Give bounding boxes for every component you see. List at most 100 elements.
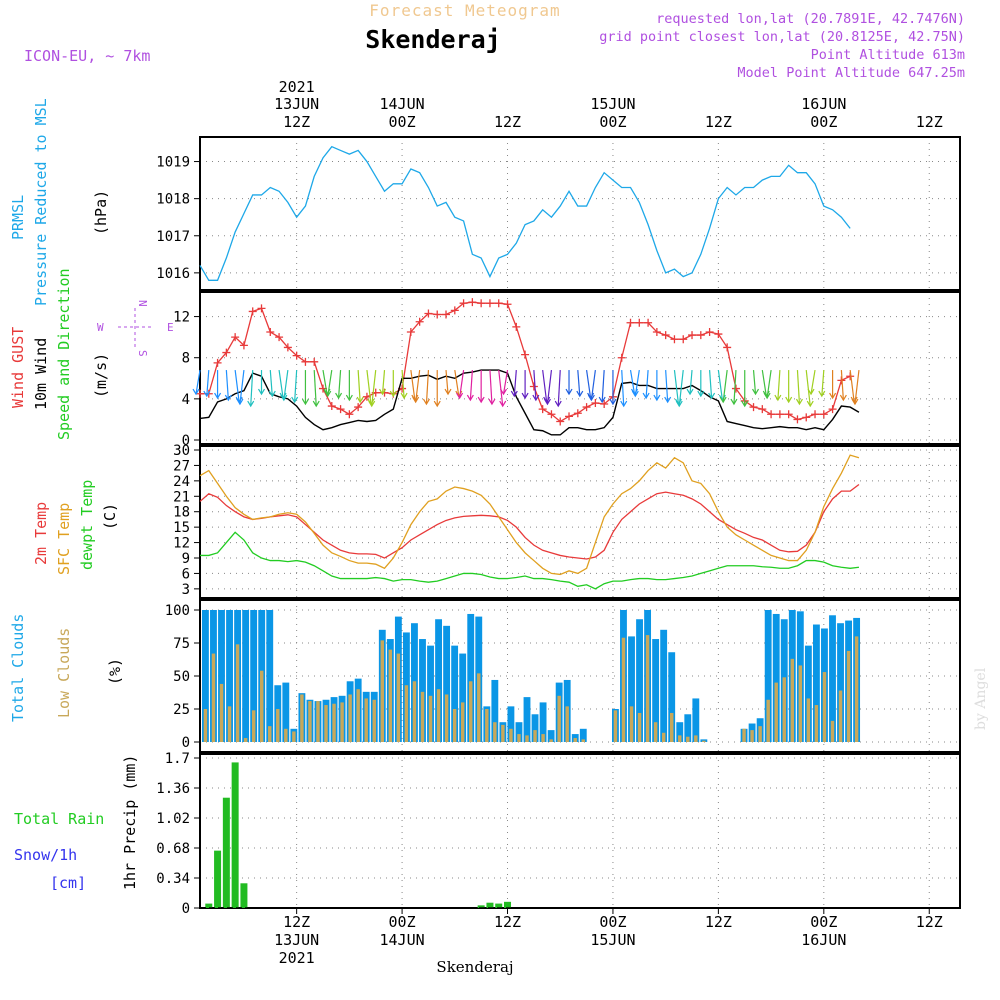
wind-arrow-shaft (678, 369, 684, 407)
wind-gust-marker (688, 331, 697, 340)
rain-bar (495, 903, 503, 908)
low-cloud-bar (565, 706, 569, 742)
low-cloud-bar (404, 685, 409, 742)
low-cloud-bar (308, 701, 312, 742)
total-cloud-bar (443, 625, 451, 742)
bottom-time-label: 15JUN (590, 931, 635, 949)
rain-bar (222, 797, 230, 908)
wind-unit: (m/s) (92, 353, 110, 398)
low-cloud-bar (798, 665, 803, 742)
precip-frame (199, 753, 961, 909)
low-cloud-bar (211, 653, 216, 742)
low-cloud-bar (235, 644, 240, 742)
wind-10m-label: 10m Wind (32, 338, 50, 410)
wind-gust-marker (521, 350, 530, 359)
total-cloud-bar (531, 714, 539, 742)
low-cloud-bar (822, 672, 827, 742)
wind-arrow-shaft (425, 370, 430, 405)
wind-arrow-shaft (410, 369, 416, 401)
rain-bar (477, 905, 485, 908)
wind-arrow-head (335, 392, 343, 400)
wind-gust-marker (477, 299, 486, 308)
wind-arrow-shaft (381, 370, 386, 395)
cloud-unit: (%) (106, 658, 124, 685)
low-cloud-bar (541, 734, 545, 742)
low-cloud-bar (661, 732, 666, 742)
wind-gust-marker (661, 331, 670, 340)
wind-gust-marker (714, 330, 723, 339)
low-cloud-bar (380, 640, 385, 742)
pressure-ytick-label: 1019 (156, 155, 190, 171)
wind-gust-marker (802, 413, 811, 422)
wind-gust-marker (670, 335, 679, 344)
bottom-time-label: 00Z (599, 913, 626, 931)
wind-gust-marker (775, 410, 784, 419)
wind-ytick-label: 12 (173, 310, 190, 326)
wind-arrow-shaft (854, 369, 860, 405)
low-cloud-bar (766, 699, 770, 742)
wind-direction-arrow (301, 370, 309, 406)
low-cloud-bar (420, 691, 425, 742)
wind-arrow-shaft (454, 369, 460, 397)
wind-direction-arrow (510, 370, 518, 398)
wind-arrow-shaft (469, 370, 473, 401)
total-cloud-bar (837, 623, 844, 742)
top-time-label: 00Z (389, 113, 416, 131)
low-cloud-bar (509, 728, 513, 742)
wind-arrow-shaft (766, 369, 772, 399)
wind-gust-marker (503, 300, 512, 309)
temp-ytick-label: 18 (173, 505, 190, 521)
wind-arrow-shaft (777, 370, 781, 401)
chart-marks: 1016101710181019048123691215182124273002… (156, 78, 961, 967)
total-cloud-bar (628, 636, 635, 742)
wind-direction-arrow (389, 370, 397, 398)
wind-gust-marker (433, 310, 442, 319)
wind-arrow-head (653, 394, 661, 402)
wind-arrow-head (708, 392, 716, 400)
low-cloud-bar (460, 702, 465, 742)
low-cloud-bar (284, 728, 288, 742)
wind-gust-marker (793, 415, 802, 424)
wind-direction-arrow (576, 370, 584, 398)
bottom-time-label: 14JUN (380, 931, 425, 949)
low-cloud-bar (814, 705, 819, 742)
low-cloud-bar (686, 736, 690, 742)
wind-direction-arrow (324, 369, 333, 398)
low-cloud-bar (653, 722, 658, 742)
total-cloud-bar (692, 698, 700, 742)
bottom-time-label: 13JUN (274, 931, 319, 949)
wind-arrow-shaft (849, 369, 855, 403)
wind-gust-marker (529, 382, 538, 391)
wind-arrow-shaft (821, 370, 825, 397)
wind-gust-marker (731, 384, 740, 393)
wind-arrow-shaft (206, 370, 210, 397)
wind-direction-arrow (312, 370, 320, 408)
wind-gust-marker (819, 410, 828, 419)
wind-arrow-shaft (577, 370, 581, 397)
precip-ytick-label: 1.02 (156, 811, 190, 827)
cloud-ytick-label: 0 (182, 735, 190, 751)
low-cloud-bar (372, 699, 376, 742)
rain-bar (214, 850, 222, 908)
wind-arrow-head (719, 396, 727, 404)
wind-ytick-label: 0 (182, 433, 190, 449)
wind-arrow-shaft (371, 369, 377, 407)
wind-arrow-head (345, 394, 353, 402)
snow-label: Snow/1h (14, 846, 77, 864)
compass-rose: W E N S (97, 300, 174, 357)
top-year-label: 2021 (279, 78, 315, 96)
temp-unit: (C) (101, 503, 119, 530)
wind-direction-arrow (785, 370, 793, 404)
total-cloud-bar (435, 619, 442, 742)
wind-arrow-head (236, 398, 244, 406)
total-cloud-bar (523, 697, 531, 742)
wind-arrow-head (697, 390, 705, 398)
low-cloud-bar (227, 706, 232, 742)
wind-arrow-head (291, 396, 299, 404)
total-cloud-bar (202, 610, 209, 742)
temp-ytick-label: 6 (182, 566, 190, 582)
low-cloud-bar (292, 731, 296, 742)
low-cloud-bar (678, 735, 682, 742)
low-cloud-bar (830, 720, 835, 742)
wind-direction-arrow (664, 370, 672, 404)
